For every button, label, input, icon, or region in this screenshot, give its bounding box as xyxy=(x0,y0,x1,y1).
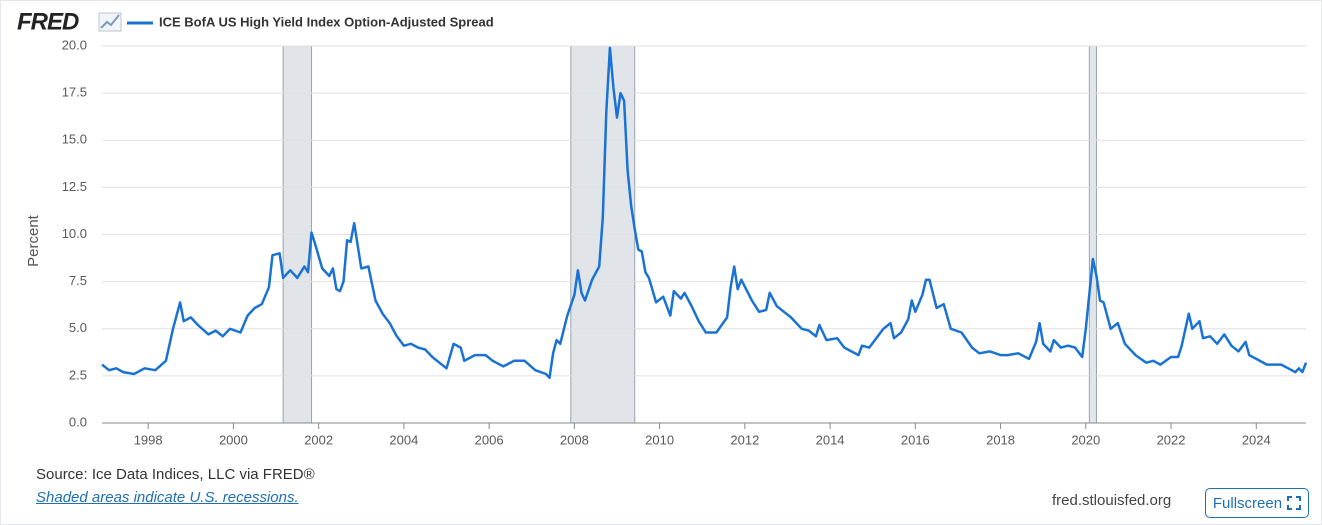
logo: FRED xyxy=(17,8,79,35)
fullscreen-icon[interactable] xyxy=(1287,496,1302,510)
site: fred.stlouisfed.org xyxy=(1052,492,1172,509)
x-tick-label: 2002 xyxy=(304,432,333,447)
y-tick-label: 5.0 xyxy=(69,320,87,335)
x-tick-label: 2024 xyxy=(1242,432,1271,447)
logo-icon xyxy=(98,12,122,32)
y-tick-label: 15.0 xyxy=(62,132,87,147)
y-axis-label: Percent xyxy=(25,214,42,267)
x-tick-label: 2006 xyxy=(475,432,504,447)
x-tick-label: 2000 xyxy=(219,432,248,447)
y-tick-label: 0.0 xyxy=(69,414,87,429)
series-line xyxy=(101,46,1308,380)
y-tick-label: 17.5 xyxy=(62,85,87,100)
y-tick-label: 2.5 xyxy=(69,367,87,382)
fullscreen-button[interactable]: Fullscreen xyxy=(1205,488,1309,518)
recession-note-link[interactable]: Shaded areas indicate U.S. recessions. xyxy=(36,489,299,506)
y-tick-label: 20.0 xyxy=(62,37,87,52)
x-tick-label: 2014 xyxy=(816,432,845,447)
x-tick-label: 2008 xyxy=(560,432,589,447)
button-label[interactable]: Fullscreen xyxy=(1212,494,1283,512)
y-tick-label: 7.5 xyxy=(69,273,87,288)
x-tick-label: 2010 xyxy=(645,432,674,447)
x-tick-label: 2012 xyxy=(730,432,759,447)
x-tick-label: 2016 xyxy=(901,432,930,447)
x-tick-label: 2004 xyxy=(389,432,418,447)
chart: FRED ICE BofA US High Yield Index Option… xyxy=(17,8,1308,447)
source: Source: Ice Data Indices, LLC via FRED® xyxy=(36,466,315,483)
y-tick-label: 10.0 xyxy=(62,226,87,241)
x-tick-label: 1998 xyxy=(134,432,163,447)
legend-label: ICE BofA US High Yield Index Option-Adju… xyxy=(159,14,494,29)
y-tick-label: 12.5 xyxy=(62,179,87,194)
x-tick-label: 2022 xyxy=(1157,432,1186,447)
x-tick-label: 2020 xyxy=(1071,432,1100,447)
x-tick-label: 2018 xyxy=(986,432,1015,447)
